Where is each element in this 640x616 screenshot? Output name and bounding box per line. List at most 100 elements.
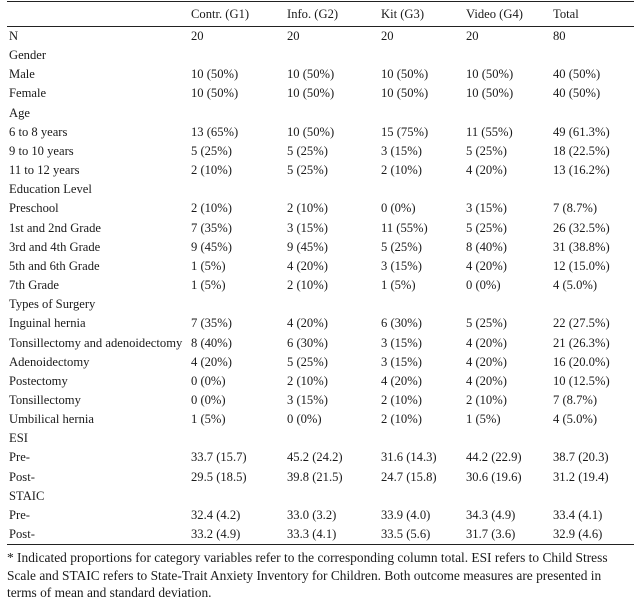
- table-cell: 5 (25%): [381, 239, 422, 254]
- table-cell: [191, 295, 287, 314]
- table-cell: [466, 487, 553, 506]
- header-cell: Kit (G3): [381, 7, 425, 21]
- table-cell: 3 (15%): [466, 201, 507, 216]
- row-label: Male: [9, 67, 35, 82]
- table-row: Female 10 (50%) 10 (50%) 10 (50%) 10 (50%) 40…: [7, 84, 634, 103]
- table-cell: [466, 429, 553, 448]
- table-cell: [553, 180, 634, 199]
- table-row: Education Level: [7, 180, 634, 199]
- header-cell: Total: [553, 7, 579, 21]
- table-cell: 2 (10%): [191, 163, 232, 178]
- table-cell: 10 (50%): [287, 86, 335, 101]
- row-label: Inguinal hernia: [9, 316, 86, 331]
- table-cell: [191, 104, 287, 123]
- table-cell: 3 (15%): [381, 143, 422, 158]
- table-cell: 5 (25%): [287, 163, 328, 178]
- table-cell: [381, 46, 466, 65]
- table-cell: [553, 104, 634, 123]
- row-label: Pre-: [9, 507, 30, 522]
- table-cell: [287, 46, 381, 65]
- table-row: Postectomy 0 (0%) 2 (10%) 4 (20%) 4 (20%) 10 …: [7, 372, 634, 391]
- table-cell: [466, 295, 553, 314]
- table-cell: 10 (50%): [191, 67, 239, 82]
- row-label: 6 to 8 years: [9, 124, 68, 139]
- table-cell: [381, 429, 466, 448]
- table-row: Types of Surgery: [7, 295, 634, 314]
- table-cell: 3 (15%): [381, 354, 422, 369]
- table-cell: 7 (35%): [191, 220, 232, 235]
- table-row: 9 to 10 years 5 (25%) 5 (25%) 3 (15%) 5 (25%…: [7, 142, 634, 161]
- table-row: 3rd and 4th Grade 9 (45%) 9 (45%) 5 (25%) 8 …: [7, 238, 634, 257]
- row-label: Post-: [9, 527, 35, 542]
- row-label: Tonsillectomy and adenoidectomy: [9, 335, 183, 350]
- row-label: STAIC: [9, 488, 45, 503]
- table-cell: 33.9 (4.0): [381, 507, 431, 522]
- table-cell: 39.8 (21.5): [287, 469, 343, 484]
- table-cell: [553, 46, 634, 65]
- table-row: STAIC: [7, 487, 634, 506]
- table-cell: 5 (25%): [287, 143, 328, 158]
- table-cell: [191, 180, 287, 199]
- table-cell: 7 (35%): [191, 316, 232, 331]
- row-label: Types of Surgery: [9, 297, 96, 312]
- table-cell: 0 (0%): [381, 201, 416, 216]
- table-cell: [381, 104, 466, 123]
- table-cell: 1 (5%): [191, 258, 226, 273]
- table-cell: 2 (10%): [191, 201, 232, 216]
- row-label: 1st and 2nd Grade: [9, 220, 101, 235]
- table-row: Tonsillectomy and adenoidectomy 8 (40%) 6 …: [7, 334, 634, 353]
- table-cell: 3 (15%): [381, 258, 422, 273]
- table-cell: 44.2 (22.9): [466, 450, 522, 465]
- table-cell: 12 (15.0%): [553, 258, 610, 273]
- table-cell: [287, 487, 381, 506]
- table-cell: 13 (65%): [191, 124, 239, 139]
- row-label: Tonsillectomy: [9, 392, 81, 407]
- table-cell: 10 (50%): [381, 86, 429, 101]
- table-cell: 33.0 (3.2): [287, 507, 337, 522]
- table-cell: 3 (15%): [287, 392, 328, 407]
- table-cell: 16 (20.0%): [553, 354, 610, 369]
- demographics-table: Contr. (G1) Info. (G2) Kit (G3) Video (G…: [7, 2, 634, 545]
- table-cell: 18 (22.5%): [553, 143, 610, 158]
- table-cell: 8 (40%): [191, 335, 232, 350]
- table-cell: 0 (0%): [191, 373, 226, 388]
- table-cell: 34.3 (4.9): [466, 507, 516, 522]
- table-cell: 6 (30%): [287, 335, 328, 350]
- table-cell: 20: [381, 29, 394, 43]
- table-cell: 4 (5.0%): [553, 278, 598, 293]
- table-cell: 33.3 (4.1): [287, 527, 337, 542]
- table-cell: [381, 295, 466, 314]
- table-row: ESI: [7, 429, 634, 448]
- table-cell: 31.2 (19.4): [553, 469, 609, 484]
- table-cell: 7 (8.7%): [553, 392, 598, 407]
- table-row: Male 10 (50%) 10 (50%) 10 (50%) 10 (50%) 40 (…: [7, 65, 634, 84]
- table-row: N 20 20 20 20 80: [7, 27, 634, 47]
- table-cell: 2 (10%): [287, 201, 328, 216]
- table-cell: 10 (12.5%): [553, 373, 610, 388]
- row-label: N: [9, 29, 19, 43]
- table-cell: 80: [553, 29, 566, 43]
- table-row: Age: [7, 104, 634, 123]
- header-cell: Video (G4): [466, 7, 523, 21]
- table-cell: [287, 180, 381, 199]
- table-cell: 30.6 (19.6): [466, 469, 522, 484]
- table-row: Post- 29.5 (18.5) 39.8 (21.5) 24.7 (15.8) 30…: [7, 468, 634, 487]
- header-cell: [7, 2, 191, 27]
- table-cell: 3 (15%): [287, 220, 328, 235]
- table-cell: 5 (25%): [287, 354, 328, 369]
- row-label: 11 to 12 years: [9, 163, 80, 178]
- table-cell: 33.5 (5.6): [381, 527, 431, 542]
- table-row: Pre- 33.7 (15.7) 45.2 (24.2) 31.6 (14.3) 44.…: [7, 448, 634, 467]
- table-cell: 40 (50%): [553, 86, 601, 101]
- table-top-rule: [7, 1, 634, 2]
- row-label: Post-: [9, 469, 35, 484]
- row-label: Education Level: [9, 182, 92, 197]
- table-cell: 10 (50%): [466, 67, 514, 82]
- table-cell: 20: [466, 29, 479, 43]
- row-label: Female: [9, 86, 47, 101]
- table-cell: 10 (50%): [191, 86, 239, 101]
- table-cell: 45.2 (24.2): [287, 450, 343, 465]
- table-row: 1st and 2nd Grade 7 (35%) 3 (15%) 11 (55%) 5…: [7, 219, 634, 238]
- table-cell: 4 (20%): [466, 373, 507, 388]
- table-cell: 8 (40%): [466, 239, 507, 254]
